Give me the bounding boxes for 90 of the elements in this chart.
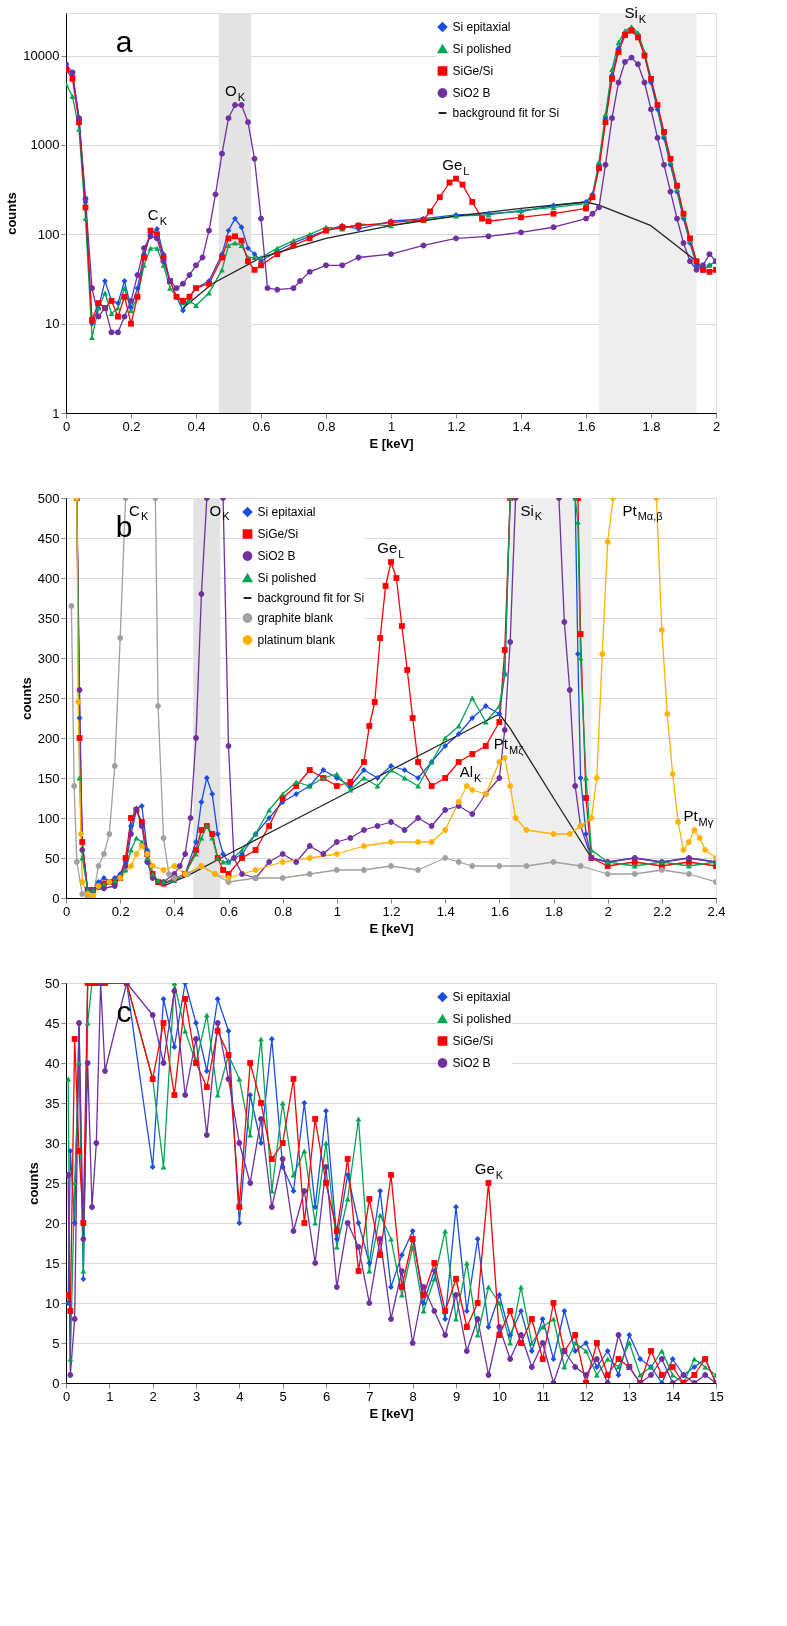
legend-label: Si polished: [452, 1012, 512, 1026]
annotation: a: [115, 25, 133, 58]
y-axis-title: counts: [18, 677, 34, 720]
y-tick-label: 10: [45, 1295, 60, 1311]
y-tick-label: 35: [45, 1095, 60, 1111]
x-tick-label: 0.6: [219, 903, 239, 919]
y-tick-label: 1000: [30, 137, 60, 153]
legend-label: graphite blank: [257, 611, 334, 625]
y-tick-label: 150: [37, 770, 60, 786]
y-tick-label: 5: [52, 1335, 60, 1351]
y-tick-label: 30: [45, 1135, 60, 1151]
legend-label: SiO2 B: [257, 549, 296, 563]
legend-label: background fit for Si: [452, 106, 560, 120]
y-axis-title: counts: [4, 192, 20, 235]
y-tick-label: 50: [45, 975, 60, 991]
y-axis-title: counts: [26, 1162, 42, 1205]
x-tick-label: 1: [333, 903, 341, 919]
x-tick-label: 0.4: [187, 418, 206, 434]
y-tick-label: 10000: [23, 48, 60, 64]
x-tick-label: 0.6: [252, 418, 271, 434]
x-tick-label: 0.8: [317, 418, 336, 434]
y-tick-label: 400: [37, 570, 60, 586]
y-tick-label: 300: [37, 650, 60, 666]
x-tick-label: 2.2: [653, 903, 672, 919]
x-tick-label: 0.2: [122, 418, 141, 434]
y-tick-label: 20: [45, 1215, 60, 1231]
y-tick-label: 10: [45, 316, 60, 332]
y-tick-label: 45: [45, 1015, 60, 1031]
x-tick-label: 2: [149, 1388, 157, 1404]
legend-label: Si epitaxial: [452, 990, 511, 1004]
x-tick-label: 6: [322, 1388, 331, 1404]
x-tick-label: 1.4: [436, 903, 455, 919]
x-axis-title: E [keV]: [369, 1405, 414, 1421]
x-tick-label: 8: [409, 1388, 417, 1404]
y-tick-label: 15: [45, 1255, 60, 1271]
legend-label: Si epitaxial: [452, 20, 511, 34]
x-tick-label: 2: [712, 418, 721, 434]
x-tick-label: 1.6: [577, 418, 596, 434]
y-tick-label: 200: [37, 730, 60, 746]
x-tick-label: 10: [492, 1388, 508, 1404]
x-tick-label: 1.8: [544, 903, 564, 919]
y-tick-label: 500: [37, 490, 60, 506]
x-tick-label: 0.8: [274, 903, 293, 919]
y-tick-label: 40: [45, 1055, 60, 1071]
x-tick-label: 1: [106, 1388, 114, 1404]
x-tick-label: 7: [366, 1388, 374, 1404]
x-tick-label: 0: [62, 1388, 71, 1404]
legend-label: SiGe/Si: [257, 527, 299, 541]
x-tick-label: 1: [387, 418, 396, 434]
x-tick-label: 5: [279, 1388, 287, 1404]
y-tick-label: 0: [52, 1375, 60, 1391]
x-tick-label: 1.2: [382, 903, 401, 919]
y-tick-label: 250: [37, 690, 60, 706]
x-tick-label: 1.6: [490, 903, 509, 919]
x-tick-label: 0.4: [165, 903, 184, 919]
legend-label: SiO2 B: [452, 1056, 491, 1070]
x-tick-label: 9: [452, 1388, 461, 1404]
y-tick-label: 350: [37, 610, 60, 626]
legend-label: SiGe/Si: [452, 64, 494, 78]
x-tick-label: 15: [709, 1388, 724, 1404]
x-tick-label: 12: [579, 1388, 594, 1404]
x-tick-label: 0: [62, 903, 71, 919]
x-tick-label: 13: [622, 1388, 638, 1404]
legend-label: Si epitaxial: [257, 505, 316, 519]
y-tick-label: 450: [37, 530, 60, 546]
y-tick-label: 0: [52, 890, 60, 906]
x-tick-label: 14: [665, 1388, 681, 1404]
y-tick-label: 100: [37, 226, 60, 242]
y-tick-label: 100: [37, 810, 60, 826]
x-tick-label: 1.8: [642, 418, 661, 434]
legend-label: SiO2 B: [452, 86, 491, 100]
x-tick-label: 0.2: [111, 903, 130, 919]
x-tick-label: 4: [236, 1388, 244, 1404]
y-tick-label: 25: [45, 1175, 60, 1191]
y-tick-label: 1: [52, 405, 60, 421]
x-tick-label: 3: [192, 1388, 201, 1404]
x-axis-title: E [keV]: [369, 920, 414, 936]
legend-label: platinum blank: [257, 633, 336, 647]
x-axis-title: E [keV]: [369, 435, 414, 451]
legend-label: background fit for Si: [257, 591, 365, 605]
legend-label: SiGe/Si: [452, 1034, 494, 1048]
x-tick-label: 0: [62, 418, 71, 434]
x-tick-label: 1.4: [512, 418, 531, 434]
legend-label: Si polished: [257, 571, 317, 585]
x-tick-label: 2.4: [707, 903, 726, 919]
x-tick-label: 1.2: [447, 418, 466, 434]
legend-label: Si polished: [452, 42, 512, 56]
x-tick-label: 11: [536, 1388, 550, 1404]
x-tick-label: 2: [604, 903, 612, 919]
y-tick-label: 50: [45, 850, 60, 866]
